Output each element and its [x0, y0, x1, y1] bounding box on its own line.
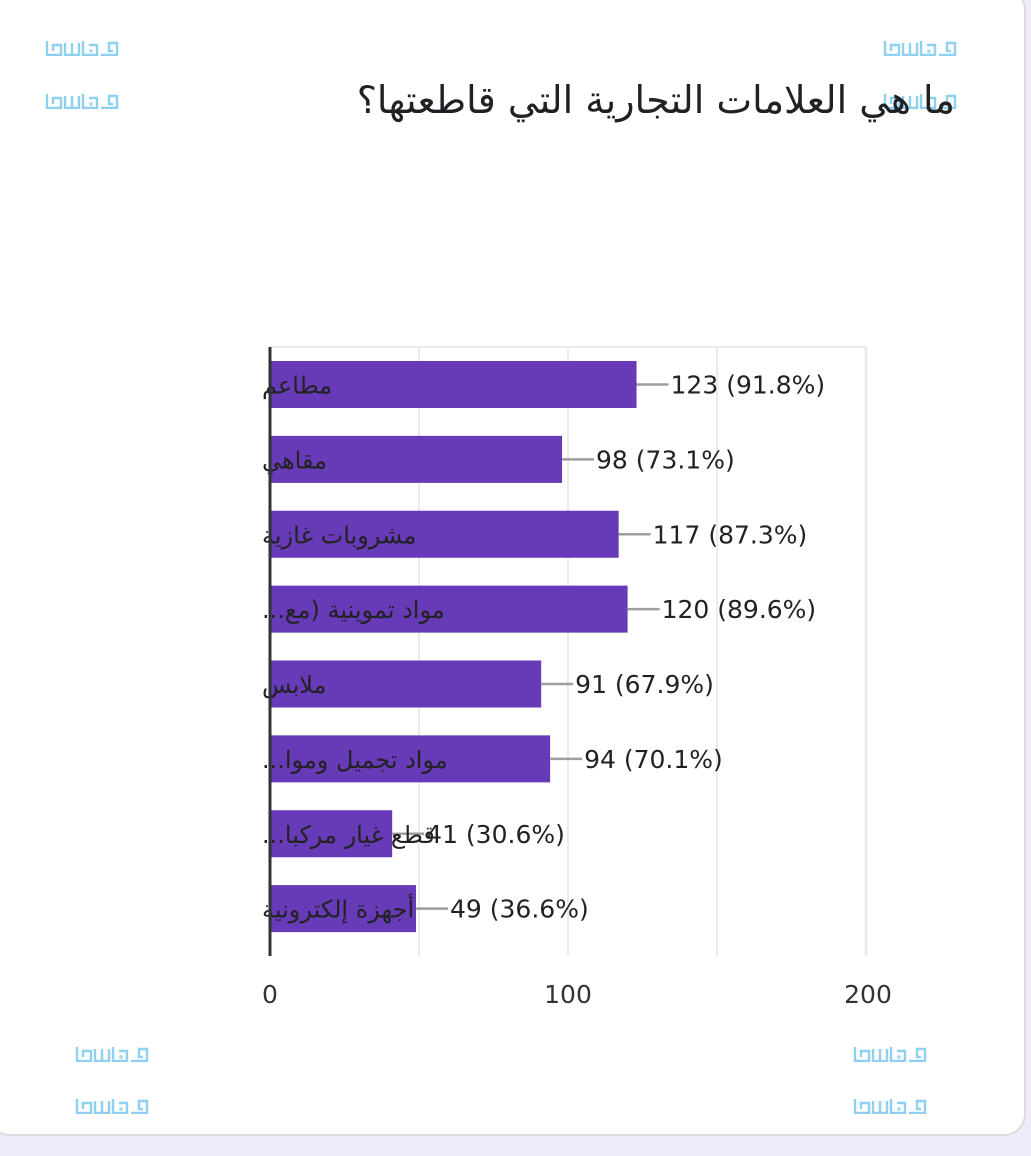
x-tick-label: 200	[844, 980, 892, 1009]
watermark-logo	[45, 93, 121, 110]
watermark-logo	[853, 1098, 929, 1115]
category-label: مواد تجميل وموا...	[262, 746, 448, 774]
x-tick-label: 100	[544, 980, 592, 1009]
watermark-logo	[45, 40, 121, 57]
watermark-logo	[75, 1098, 151, 1115]
data-label: 117 (87.3%)	[653, 520, 808, 549]
watermark-logo	[883, 40, 959, 57]
data-label: 94 (70.1%)	[584, 745, 723, 774]
category-label: أجهزة إلكترونية	[262, 894, 414, 925]
data-label: 49 (36.6%)	[450, 895, 589, 924]
category-label: مقاهي	[262, 446, 327, 474]
bar	[270, 885, 417, 933]
category-label: مشروبات غازية	[262, 521, 416, 549]
data-label: 123 (91.8%)	[671, 371, 826, 400]
data-label: 41 (30.6%)	[426, 820, 565, 849]
bar	[270, 585, 628, 633]
question-title: ما هي العلامات التجارية التي قاطعتها؟	[356, 78, 955, 122]
watermark-logo	[883, 93, 959, 110]
category-label: قطع غيار مركبا...	[262, 821, 435, 849]
category-label: مواد تموينية (مع...	[262, 596, 445, 624]
bar	[270, 735, 551, 783]
category-label: ملابس	[262, 671, 326, 699]
bar	[270, 810, 393, 858]
data-label: 91 (67.9%)	[575, 670, 714, 699]
data-label: 120 (89.6%)	[662, 595, 817, 624]
x-tick-label: 0	[262, 980, 278, 1009]
bar	[270, 435, 563, 483]
watermark-logo	[75, 1046, 151, 1063]
bar	[270, 660, 542, 708]
category-label: مطاعم	[262, 372, 332, 400]
bar	[270, 510, 619, 558]
bar	[270, 361, 637, 408]
data-label: 98 (73.1%)	[596, 445, 735, 474]
question-card	[0, 0, 1026, 1136]
watermark-logo	[853, 1046, 929, 1063]
